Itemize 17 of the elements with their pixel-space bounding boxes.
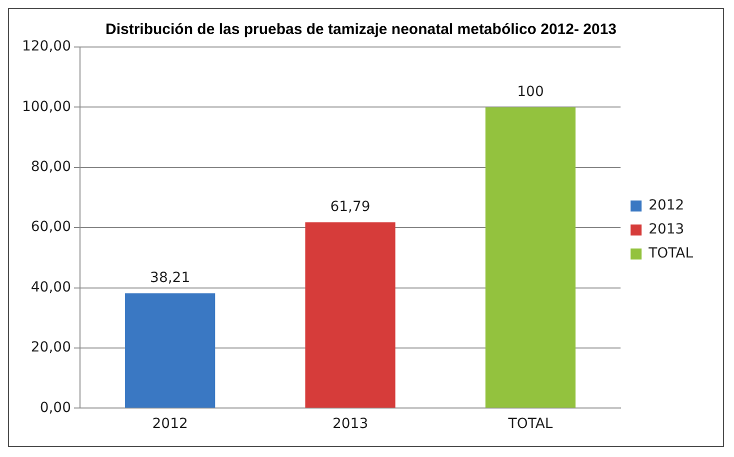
data-label: 38,21 bbox=[150, 270, 190, 286]
y-tick-label: 60,00 bbox=[30, 219, 71, 236]
y-tick-label: 40,00 bbox=[30, 279, 71, 296]
data-label: 61,79 bbox=[330, 198, 370, 215]
y-tick-label: 120,00 bbox=[22, 38, 71, 55]
chart-title: Distribución de las pruebas de tamizaje neonatal metabólico 2012- 2013 bbox=[105, 21, 617, 38]
x-tick-label: 2012 bbox=[152, 416, 188, 432]
x-tick-label: 2013 bbox=[332, 416, 368, 432]
legend-label: 2013 bbox=[648, 222, 684, 238]
data-label: 100 bbox=[517, 84, 544, 100]
y-tick-label: 20,00 bbox=[30, 340, 71, 356]
x-tick-label: TOTAL bbox=[507, 416, 553, 432]
legend-label: 2012 bbox=[648, 198, 684, 214]
y-tick-label: 80,00 bbox=[30, 159, 71, 176]
y-tick-label: 0,00 bbox=[40, 400, 71, 416]
legend-label: TOTAL bbox=[648, 246, 694, 262]
y-tick-label: 100,00 bbox=[22, 98, 71, 115]
